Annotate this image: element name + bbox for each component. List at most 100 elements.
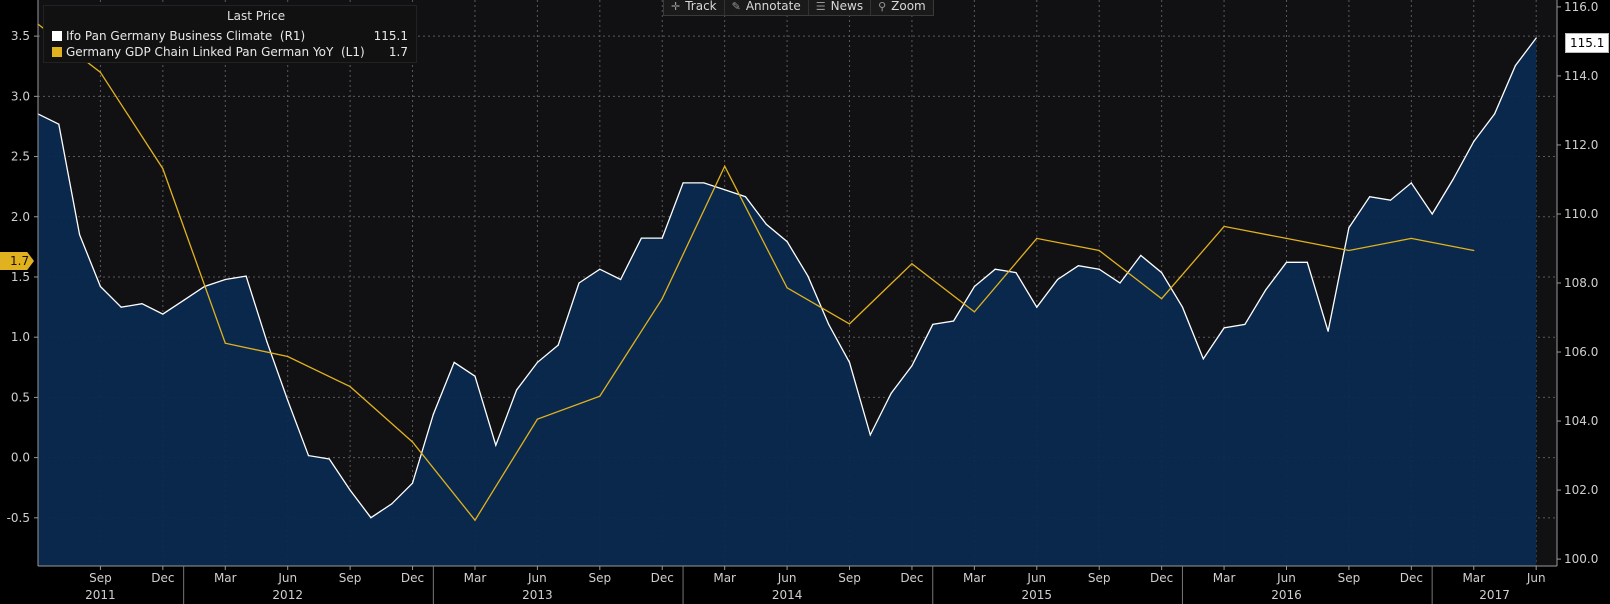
ifo-data-point xyxy=(432,413,434,415)
x-month-label: Jun xyxy=(277,571,297,585)
ifo-data-point xyxy=(1389,199,1392,201)
ifo-data-point xyxy=(266,341,268,343)
ifo-data-point xyxy=(973,285,976,288)
gdp-data-point xyxy=(848,323,851,325)
last-value-badge-left: 1.7 xyxy=(0,252,34,270)
zoom-button[interactable]: ⚲ Zoom xyxy=(871,0,933,15)
gdp-data-point xyxy=(911,263,913,265)
x-month-label: Mar xyxy=(1213,571,1236,585)
ifo-data-point xyxy=(1410,182,1412,184)
right-tick-label: 110.0 xyxy=(1564,207,1598,221)
x-month-label: Sep xyxy=(838,571,861,585)
x-month-label: Dec xyxy=(1150,571,1173,585)
axes: -0.5 0.0 0.5 1.0 1.5 2.0 2.5 3.0 3.5 100.0 102.0 10… xyxy=(7,0,1598,604)
gdp-data-point xyxy=(724,165,726,167)
ifo-data-point xyxy=(1161,272,1163,274)
ifo-data-point xyxy=(1265,289,1267,291)
ifo-data-point xyxy=(1285,261,1288,263)
x-month-label: Sep xyxy=(89,571,112,585)
gdp-series-line xyxy=(37,23,1474,522)
ifo-data-point xyxy=(120,306,122,308)
ifo-data-point xyxy=(58,123,60,125)
left-tick-label: 1.0 xyxy=(11,330,30,344)
ifo-data-point xyxy=(599,268,601,270)
legend-value-gdp: 1.7 xyxy=(388,45,408,59)
news-button[interactable]: ☰ News xyxy=(809,0,872,15)
ifo-data-point xyxy=(620,278,622,281)
last-value-badge-right: 115.1 xyxy=(1565,33,1610,53)
ifo-data-point xyxy=(578,282,580,284)
legend-entry-gdp[interactable]: Germany GDP Chain Linked Pan German YoY … xyxy=(52,44,408,60)
gdp-data-point xyxy=(287,355,289,358)
left-tick-label: 2.5 xyxy=(11,150,30,164)
gdp-data-point xyxy=(99,71,101,73)
magnifier-icon: ⚲ xyxy=(878,0,887,13)
x-month-label: Mar xyxy=(464,571,487,585)
gdp-data-point xyxy=(474,519,476,521)
gdp-data-point xyxy=(786,287,788,289)
x-year-label: 2014 xyxy=(772,588,803,602)
x-month-label: Mar xyxy=(963,571,986,585)
legend-entry-ifo[interactable]: Ifo Pan Germany Business Climate (R1) 11… xyxy=(52,28,408,44)
ifo-data-point xyxy=(1057,278,1059,281)
ifo-data-point xyxy=(911,365,913,367)
ifo-data-point xyxy=(1015,272,1017,274)
x-year-label: 2017 xyxy=(1479,588,1510,602)
ifo-data-point xyxy=(1077,265,1079,267)
ifo-data-point xyxy=(1119,282,1121,284)
gdp-data-point xyxy=(1285,237,1288,239)
ifo-data-point xyxy=(1348,227,1350,229)
ifo-data-point xyxy=(1369,196,1371,198)
x-month-label: Jun xyxy=(527,571,547,585)
ifo-data-point xyxy=(99,285,101,288)
crosshair-icon: ✛ xyxy=(671,0,681,13)
left-tick-label: 3.0 xyxy=(11,89,30,103)
x-month-label: Jun xyxy=(777,571,797,585)
legend-header: Last Price xyxy=(227,9,286,23)
x-month-label: Sep xyxy=(339,571,362,585)
x-month-label: Jun xyxy=(1526,571,1546,585)
x-month-label: Mar xyxy=(1462,571,1485,585)
ifo-data-point xyxy=(495,444,497,446)
gdp-data-point xyxy=(1098,249,1100,252)
ifo-data-point xyxy=(640,237,643,239)
gdp-data-point xyxy=(224,342,226,344)
right-tick-label: 112.0 xyxy=(1564,138,1598,152)
right-tick-label: 102.0 xyxy=(1564,483,1598,497)
legend-value-ifo: 115.1 xyxy=(373,29,408,43)
ifo-data-point xyxy=(1327,330,1329,332)
left-tick-label: 1.5 xyxy=(11,270,30,284)
ifo-data-point xyxy=(703,182,705,184)
gdp-data-point xyxy=(1223,225,1225,227)
x-year-label: 2012 xyxy=(272,588,303,602)
gdp-data-point xyxy=(1161,298,1163,300)
gdp-data-point xyxy=(536,418,539,420)
ifo-data-point xyxy=(1452,178,1454,181)
right-tick-label: 116.0 xyxy=(1564,0,1598,14)
ifo-data-point xyxy=(1223,327,1225,329)
x-month-label: Mar xyxy=(214,571,237,585)
ifo-data-point xyxy=(1306,261,1308,263)
x-month-label: Sep xyxy=(1088,571,1111,585)
x-year-label: 2013 xyxy=(522,588,553,602)
ifo-data-point xyxy=(287,399,289,401)
ifo-data-point xyxy=(162,313,164,315)
right-tick-label: 114.0 xyxy=(1564,69,1598,83)
ifo-data-point xyxy=(474,375,476,377)
ifo-data-point xyxy=(79,234,81,236)
gdp-data-point xyxy=(599,395,601,397)
legend-swatch-gdp xyxy=(52,47,62,57)
x-month-label: Dec xyxy=(651,571,674,585)
track-button[interactable]: ✛ Track xyxy=(664,0,725,15)
ifo-data-point xyxy=(994,268,996,270)
ifo-data-point xyxy=(557,344,559,346)
zoom-label: Zoom xyxy=(891,0,926,13)
x-year-label: 2015 xyxy=(1022,588,1053,602)
legend-swatch-ifo xyxy=(52,31,62,41)
x-month-label: Dec xyxy=(151,571,174,585)
gdp-data-point xyxy=(1348,249,1350,252)
annotate-button[interactable]: ✎ Annotate xyxy=(725,0,809,15)
ifo-data-point xyxy=(890,392,892,394)
x-month-label: Sep xyxy=(589,571,612,585)
